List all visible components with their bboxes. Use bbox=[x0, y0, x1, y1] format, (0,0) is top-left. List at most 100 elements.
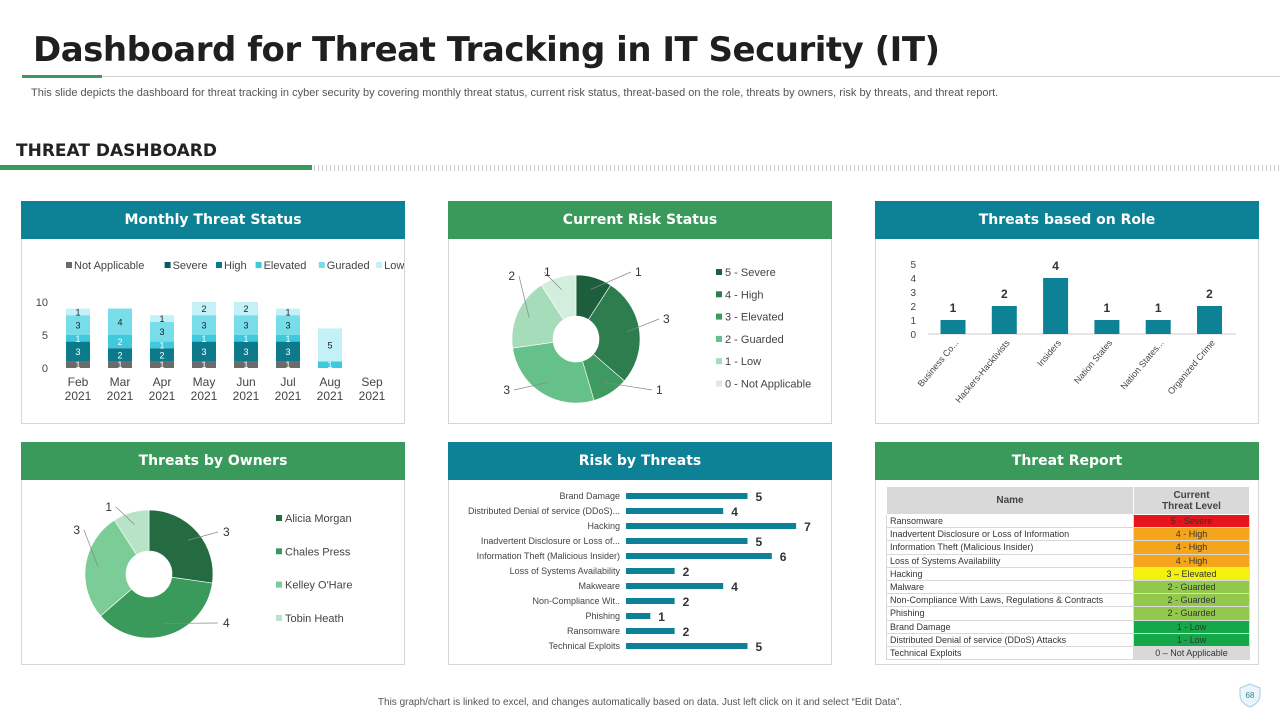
legend-label: Severe bbox=[173, 260, 208, 272]
y-tick-label: Ransomware bbox=[567, 626, 620, 636]
table-row: Inadvertent Disclosure or Loss of Inform… bbox=[886, 527, 1250, 542]
threat-level-cell: 3 – Elevated bbox=[1133, 566, 1250, 581]
data-label: 5 bbox=[756, 640, 763, 654]
bar bbox=[1043, 278, 1069, 334]
current-risk-chart[interactable]: 1 3 1 3 2 1 5 - Severe 4 - High 3 - Elevated 2 - … bbox=[449, 239, 831, 423]
data-label: 3 bbox=[503, 383, 510, 397]
data-label: 3 bbox=[243, 347, 248, 357]
data-label: 1 bbox=[1155, 301, 1162, 315]
data-label: 1 bbox=[75, 307, 80, 317]
data-label: 1 bbox=[950, 301, 957, 315]
data-label: 1 bbox=[159, 314, 164, 324]
legend-label: Alicia Morgan bbox=[285, 513, 352, 525]
pie-slice bbox=[113, 509, 150, 556]
threat-level-cell: 2 - Guarded bbox=[1133, 579, 1250, 595]
data-label: 6 bbox=[780, 550, 787, 564]
table-row: Technical Exploits 0 – Not Applicable bbox=[886, 645, 1250, 661]
bar-segment bbox=[234, 341, 258, 362]
bar-segment bbox=[108, 348, 132, 362]
data-label: 2 bbox=[683, 565, 690, 579]
legend-label: Elevated bbox=[264, 260, 307, 272]
table-row: Ransomware 5 - Severe bbox=[886, 513, 1250, 529]
data-label: 1 bbox=[285, 307, 290, 317]
y-tick-label: Information Theft (Malicious Insider) bbox=[477, 551, 620, 561]
data-label: 1 bbox=[635, 265, 642, 279]
bar-segment bbox=[276, 341, 300, 362]
table-row: Phishing 2 - Guarded bbox=[886, 606, 1250, 621]
bar-segment bbox=[150, 348, 174, 362]
title-rule bbox=[22, 76, 1280, 77]
legend-label: 1 - Low bbox=[725, 356, 761, 368]
bar-segment bbox=[234, 361, 258, 368]
data-label: 3 bbox=[223, 525, 230, 539]
panel-header: Monthly Threat Status bbox=[21, 201, 405, 239]
legend-swatch bbox=[716, 269, 722, 275]
threats-owners-panel[interactable]: Threats by Owners 3 4 3 1 Alicia Morgan Chale… bbox=[21, 442, 405, 665]
data-label: 2 bbox=[117, 337, 122, 347]
threat-level-cell: 2 - Guarded bbox=[1133, 606, 1250, 621]
x-tick-label: 2021 bbox=[233, 389, 260, 403]
legend-swatch bbox=[66, 262, 72, 268]
threat-name-cell: Distributed Denial of service (DDoS) Att… bbox=[886, 632, 1134, 647]
threat-level-cell: 4 - High bbox=[1133, 540, 1250, 555]
data-label: 3 bbox=[73, 523, 80, 537]
bar-segment bbox=[192, 302, 216, 316]
threat-level-cell: 2 - Guarded bbox=[1133, 593, 1250, 608]
threat-report-panel[interactable]: Threat Report Name Current Threat Level R… bbox=[875, 442, 1259, 665]
bar-segment bbox=[150, 321, 174, 342]
threats-owners-chart[interactable]: 3 4 3 1 Alicia Morgan Chales Press Kelley O'Ha… bbox=[22, 480, 404, 664]
bar-segment bbox=[66, 335, 90, 342]
threats-role-panel[interactable]: Threats based on Role 0 1 2 3 4 5 1 Business Co… bbox=[875, 201, 1259, 424]
legend-swatch bbox=[276, 581, 282, 588]
table-row: Distributed Denial of service (DDoS) Att… bbox=[886, 632, 1250, 647]
panel-header: Threat Report bbox=[875, 442, 1259, 480]
page-subtitle: This slide depicts the dashboard for thr… bbox=[31, 87, 999, 99]
legend-swatch bbox=[376, 262, 383, 268]
data-label: 3 bbox=[201, 347, 206, 357]
y-tick-label: 10 bbox=[36, 297, 48, 309]
pie-slice bbox=[512, 341, 595, 404]
bar-segment bbox=[192, 341, 216, 362]
section-divider bbox=[314, 165, 1280, 171]
legend-label: Chales Press bbox=[285, 546, 351, 558]
y-tick-label: Brand Damage bbox=[559, 491, 620, 501]
bar bbox=[626, 493, 748, 499]
data-label: 7 bbox=[804, 520, 811, 534]
table-row: Hacking 3 – Elevated bbox=[886, 566, 1250, 581]
legend-swatch bbox=[164, 262, 171, 268]
bar bbox=[626, 508, 724, 514]
legend-label: Tobin Heath bbox=[285, 613, 344, 625]
x-tick-label: Sep bbox=[361, 375, 383, 389]
bar-segment bbox=[276, 361, 300, 368]
threat-name-cell: Information Theft (Malicious Insider) bbox=[886, 540, 1134, 555]
data-label: 4 bbox=[731, 580, 738, 594]
monthly-threat-chart[interactable]: Not Applicable Severe High Elevated Guraded L… bbox=[22, 239, 404, 423]
threat-name-cell: Brand Damage bbox=[886, 619, 1134, 634]
threat-name-cell: Technical Exploits bbox=[886, 645, 1134, 661]
bar-segment bbox=[234, 302, 258, 316]
bar bbox=[1094, 320, 1120, 334]
bar-segment bbox=[318, 361, 342, 368]
current-risk-panel[interactable]: Current Risk Status 1 3 1 3 2 1 5 - Severe 4 - … bbox=[448, 201, 832, 424]
x-tick-label: Nation States... bbox=[1119, 338, 1166, 392]
bar-segment bbox=[66, 361, 90, 368]
y-tick-label: Hacking bbox=[587, 521, 620, 531]
monthly-threat-panel[interactable]: Monthly Threat Status Not Applicable Seve… bbox=[21, 201, 405, 424]
data-label: 2 bbox=[117, 350, 122, 360]
risk-threats-panel[interactable]: Risk by Threats Brand Damage 5 Distributed… bbox=[448, 442, 832, 665]
risk-threats-chart[interactable]: Brand Damage 5 Distributed Denial of servi… bbox=[449, 480, 831, 664]
x-tick-label: Jul bbox=[280, 375, 295, 389]
bar-segment bbox=[192, 361, 216, 368]
data-label: 5 bbox=[327, 340, 332, 350]
pie-slice bbox=[588, 284, 641, 382]
y-tick-label: Non-Compliance Wit.. bbox=[532, 596, 620, 606]
data-label: 1 bbox=[658, 610, 665, 624]
legend-swatch bbox=[318, 262, 325, 268]
legend-swatch bbox=[716, 335, 722, 342]
table-row: Malware 2 - Guarded bbox=[886, 579, 1250, 595]
pie-slice bbox=[84, 519, 137, 617]
leader-line bbox=[518, 275, 530, 318]
bar bbox=[626, 553, 772, 559]
bar-segment bbox=[150, 361, 174, 368]
